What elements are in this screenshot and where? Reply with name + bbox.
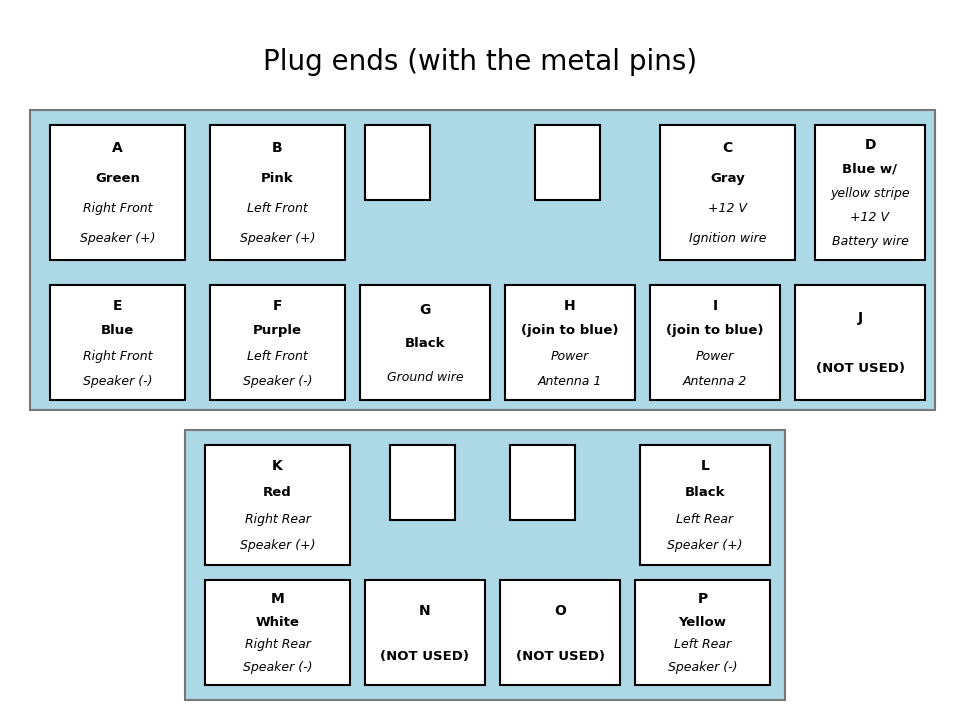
Text: C: C: [722, 141, 732, 155]
Text: Black: Black: [684, 486, 725, 499]
Text: A: A: [112, 141, 123, 155]
Text: +12 V: +12 V: [708, 202, 747, 215]
Text: Ignition wire: Ignition wire: [688, 233, 766, 246]
Text: B: B: [273, 141, 283, 155]
Text: Left Front: Left Front: [247, 350, 308, 363]
Text: F: F: [273, 299, 282, 312]
Bar: [660, 125, 795, 260]
Bar: [365, 125, 430, 200]
Text: yellow stripe: yellow stripe: [830, 187, 910, 200]
Bar: [210, 125, 345, 260]
Bar: [505, 285, 635, 400]
Text: Red: Red: [263, 486, 292, 499]
Text: P: P: [697, 593, 708, 606]
Bar: [535, 125, 600, 200]
Bar: [640, 445, 770, 565]
Text: +12 V: +12 V: [851, 211, 890, 224]
Text: K: K: [272, 459, 283, 473]
Bar: [360, 285, 490, 400]
Text: Antenna 2: Antenna 2: [683, 375, 747, 388]
Bar: [390, 445, 455, 520]
Bar: [210, 285, 345, 400]
Bar: [30, 110, 935, 410]
Text: Blue: Blue: [101, 325, 134, 338]
Text: G: G: [420, 303, 431, 317]
Bar: [205, 580, 350, 685]
Text: Right Front: Right Front: [83, 350, 153, 363]
Text: Speaker (+): Speaker (+): [240, 539, 315, 552]
Text: Battery wire: Battery wire: [831, 235, 908, 248]
Text: Pink: Pink: [261, 172, 294, 185]
Bar: [500, 580, 620, 685]
Text: Speaker (-): Speaker (-): [83, 375, 153, 388]
Text: Power: Power: [551, 350, 589, 363]
Text: Left Rear: Left Rear: [674, 639, 732, 652]
Text: Left Front: Left Front: [247, 202, 308, 215]
Bar: [365, 580, 485, 685]
Bar: [50, 285, 185, 400]
Text: Speaker (-): Speaker (-): [243, 661, 312, 674]
Text: Purple: Purple: [253, 325, 302, 338]
Text: Speaker (+): Speaker (+): [80, 233, 156, 246]
Bar: [795, 285, 925, 400]
Text: Blue w/: Blue w/: [843, 163, 898, 176]
Text: Plug ends (with the metal pins): Plug ends (with the metal pins): [263, 48, 697, 76]
Text: H: H: [564, 299, 576, 312]
Text: Black: Black: [405, 337, 445, 350]
Text: (NOT USED): (NOT USED): [815, 362, 904, 375]
Text: Power: Power: [696, 350, 734, 363]
Text: Speaker (+): Speaker (+): [667, 539, 743, 552]
Text: Right Rear: Right Rear: [245, 513, 310, 526]
Text: (NOT USED): (NOT USED): [380, 649, 469, 662]
Text: (join to blue): (join to blue): [666, 325, 764, 338]
Text: Left Rear: Left Rear: [677, 513, 733, 526]
Text: Speaker (-): Speaker (-): [243, 375, 312, 388]
Text: Right Rear: Right Rear: [245, 639, 310, 652]
Text: White: White: [255, 616, 300, 629]
Text: Speaker (-): Speaker (-): [668, 661, 737, 674]
Bar: [185, 430, 785, 700]
Text: D: D: [864, 138, 876, 152]
Text: Speaker (+): Speaker (+): [240, 233, 315, 246]
Text: I: I: [712, 299, 717, 312]
Text: O: O: [554, 604, 566, 618]
Text: Antenna 1: Antenna 1: [538, 375, 602, 388]
Text: J: J: [857, 311, 863, 325]
Bar: [510, 445, 575, 520]
Bar: [205, 445, 350, 565]
Text: Ground wire: Ground wire: [387, 371, 464, 384]
Text: E: E: [112, 299, 122, 312]
Text: L: L: [701, 459, 709, 473]
Text: Gray: Gray: [710, 172, 745, 185]
Bar: [635, 580, 770, 685]
Text: Green: Green: [95, 172, 140, 185]
Bar: [815, 125, 925, 260]
Bar: [650, 285, 780, 400]
Text: Right Front: Right Front: [83, 202, 153, 215]
Text: N: N: [420, 604, 431, 618]
Text: (NOT USED): (NOT USED): [516, 649, 605, 662]
Bar: [50, 125, 185, 260]
Text: Yellow: Yellow: [679, 616, 727, 629]
Text: M: M: [271, 593, 284, 606]
Text: (join to blue): (join to blue): [521, 325, 619, 338]
